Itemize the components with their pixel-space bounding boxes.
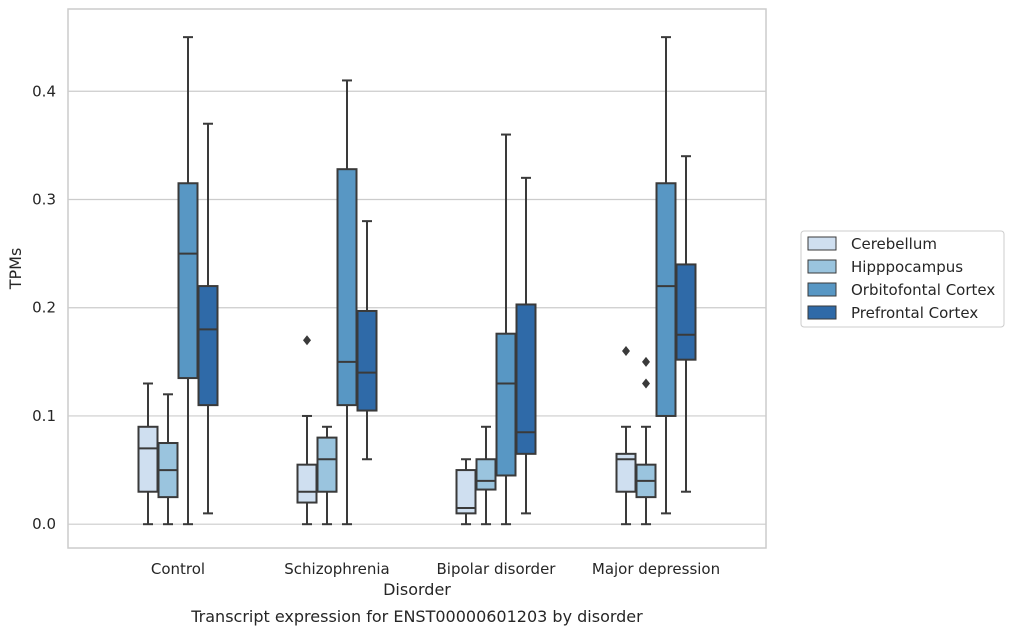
outlier-point bbox=[642, 378, 650, 389]
box-iqr bbox=[336, 168, 358, 407]
x-tick-labels: Control Schizophrenia Bipolar disorder Majo… bbox=[151, 560, 720, 578]
box-iqr bbox=[137, 425, 159, 493]
box-iqr bbox=[316, 436, 338, 493]
box-prefrontal-cortex bbox=[515, 176, 537, 515]
box-hipppocampus bbox=[475, 425, 497, 526]
legend-swatch bbox=[807, 236, 837, 251]
box-cerebellum bbox=[455, 458, 477, 526]
outlier-point bbox=[303, 335, 311, 346]
legend-item: Orbitofontal Cortex bbox=[807, 281, 995, 299]
box-hipppocampus bbox=[635, 356, 657, 526]
box-iqr bbox=[356, 309, 378, 412]
box-hipppocampus bbox=[316, 425, 338, 526]
legend-swatch bbox=[807, 282, 837, 297]
box-prefrontal-cortex bbox=[197, 122, 219, 515]
legend-item: Hipppocampus bbox=[807, 258, 963, 276]
box-iqr bbox=[675, 263, 697, 361]
box-prefrontal-cortex bbox=[356, 220, 378, 461]
legend-label: Prefrontal Cortex bbox=[851, 304, 978, 322]
x-tick-label: Schizophrenia bbox=[284, 560, 389, 578]
legend: Cerebellum Hipppocampus Orbitofontal Corte… bbox=[800, 230, 1005, 328]
box-cerebellum bbox=[615, 346, 637, 526]
plot-frame bbox=[67, 8, 767, 549]
box-orbitofontal-cortex bbox=[177, 36, 199, 526]
box-orbitofontal-cortex bbox=[495, 133, 517, 526]
box-iqr bbox=[515, 303, 537, 455]
x-axis-label: Disorder bbox=[383, 580, 451, 599]
legend-item: Prefrontal Cortex bbox=[807, 304, 978, 322]
box-cerebellum bbox=[296, 335, 318, 526]
boxes bbox=[137, 36, 697, 526]
box-orbitofontal-cortex bbox=[336, 79, 358, 526]
box-iqr bbox=[495, 332, 517, 477]
box-iqr bbox=[197, 285, 219, 407]
box-iqr bbox=[296, 463, 318, 504]
chart-caption: Transcript expression for ENST0000060120… bbox=[190, 607, 643, 626]
legend-swatch bbox=[807, 259, 837, 274]
box-iqr bbox=[475, 458, 497, 491]
legend-label: Hipppocampus bbox=[851, 258, 963, 276]
y-tick-label: 0.0 bbox=[32, 515, 56, 533]
legend-label: Orbitofontal Cortex bbox=[851, 281, 995, 299]
legend-frame bbox=[800, 230, 1005, 328]
box-prefrontal-cortex bbox=[675, 155, 697, 493]
box-iqr bbox=[455, 469, 477, 515]
y-tick-label: 0.2 bbox=[32, 299, 56, 317]
y-tick-labels: 0.0 0.1 0.2 0.3 0.4 bbox=[32, 82, 56, 533]
x-tick-label: Bipolar disorder bbox=[437, 560, 557, 578]
box-orbitofontal-cortex bbox=[655, 36, 677, 515]
y-axis-label: TPMs bbox=[6, 248, 25, 291]
box-iqr bbox=[177, 182, 199, 380]
box-cerebellum bbox=[137, 382, 159, 526]
y-tick-label: 0.3 bbox=[32, 190, 56, 208]
legend-label: Cerebellum bbox=[851, 235, 937, 253]
x-tick-label: Control bbox=[151, 560, 205, 578]
y-tick-label: 0.1 bbox=[32, 407, 56, 425]
outlier-point bbox=[642, 356, 650, 367]
outlier-point bbox=[622, 346, 630, 357]
box-iqr bbox=[655, 182, 677, 417]
legend-swatch bbox=[807, 305, 837, 320]
x-tick-label: Major depression bbox=[592, 560, 720, 578]
box-hipppocampus bbox=[157, 393, 179, 526]
legend-item: Cerebellum bbox=[807, 235, 937, 253]
y-tick-label: 0.4 bbox=[32, 82, 56, 100]
